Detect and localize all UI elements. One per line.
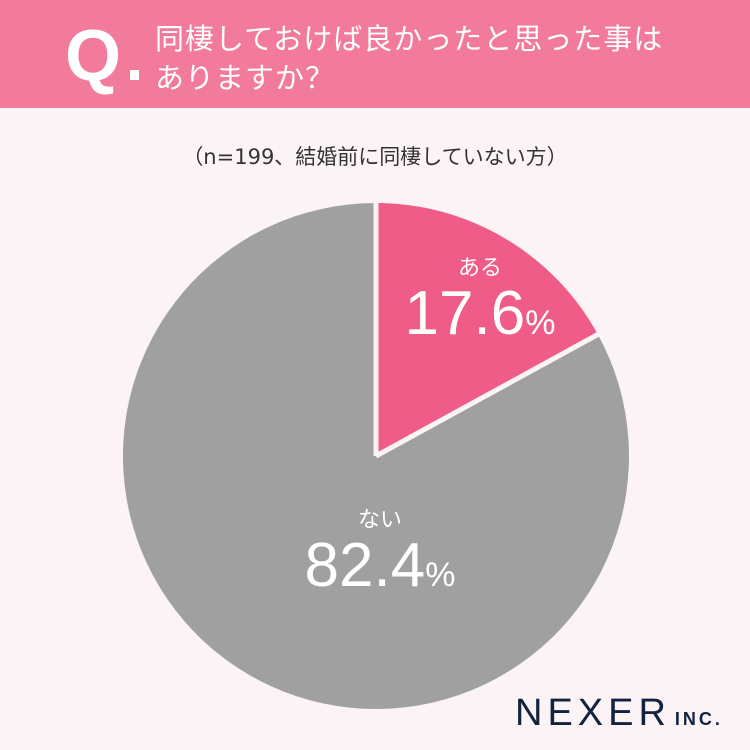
label-nai-name: ない: [357, 508, 402, 533]
question-text: 同棲しておけば良かったと思った事は ありますか？: [155, 20, 663, 98]
question-header: Q 同棲しておけば良かったと思った事は ありますか？: [0, 0, 750, 108]
q-dot: [130, 70, 139, 80]
question-line-2: ありますか？: [155, 61, 336, 95]
question-line-1: 同棲しておけば良かったと思った事は: [155, 22, 664, 56]
label-nai: ない 82.4%: [280, 508, 480, 607]
label-nai-value: 82.4%: [304, 531, 456, 600]
label-aru-value: 17.6%: [404, 279, 556, 348]
sample-note: （n=199、結婚前に同棲していない方）: [182, 145, 568, 169]
label-aru: ある 17.6%: [390, 256, 570, 355]
nexer-logo: NEXER INC.: [515, 692, 723, 734]
q-mark: Q: [65, 16, 122, 96]
slice-aru: [376, 203, 598, 456]
label-aru-name: ある: [457, 256, 502, 281]
